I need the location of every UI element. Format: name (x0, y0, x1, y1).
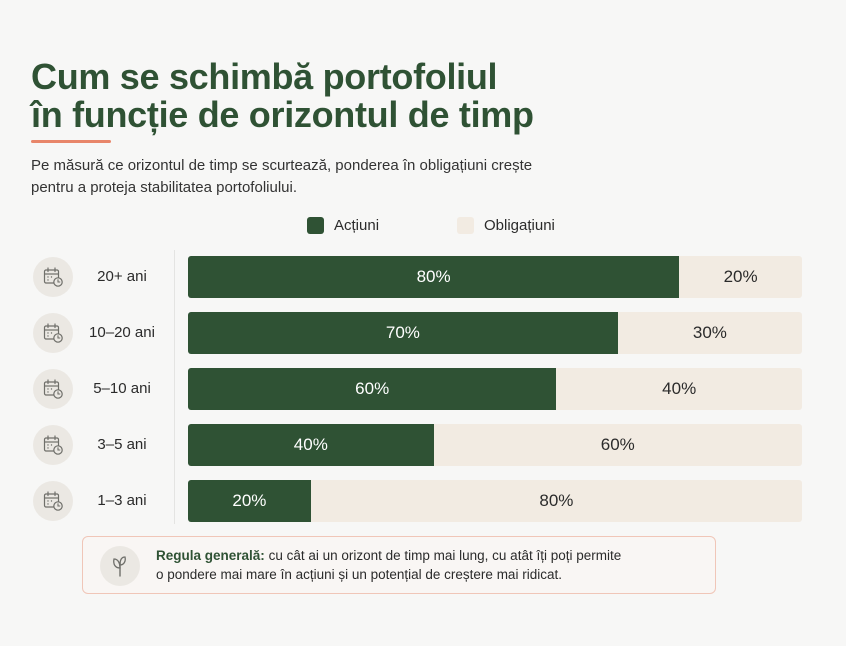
bar-track: 60% 40% (188, 368, 802, 410)
chart-row: 20+ ani 80% 20% (0, 256, 846, 298)
bar-segment-stocks: 40% (188, 424, 434, 466)
bar-segment-stocks: 80% (188, 256, 680, 298)
calendar-clock-icon (33, 257, 73, 297)
general-rule-line-2: o pondere mai mare în acțiuni și un pote… (156, 567, 562, 582)
chart-row: 5–10 ani 60% 40% (0, 368, 846, 410)
legend-swatch-bonds (457, 217, 474, 234)
general-rule-text: Regula generală: cu cât ai un orizont de… (156, 546, 706, 584)
data-label: 30% (692, 323, 727, 342)
category-axis-divider (174, 250, 175, 524)
chart-row: 10–20 ani 70% 30% (0, 312, 846, 354)
bar-track: 70% 30% (188, 312, 802, 354)
general-rule-line-1: cu cât ai un orizont de timp mai lung, c… (268, 548, 622, 563)
bar-segment-stocks: 70% (188, 312, 618, 354)
data-label: 60% (355, 379, 390, 398)
bar-segment-stocks: 20% (188, 480, 311, 522)
general-rule-note: Regula generală: cu cât ai un orizont de… (82, 536, 716, 594)
data-label: 80% (539, 491, 574, 510)
legend-swatch-stocks (307, 217, 324, 234)
bar-segment-bonds: 30% (617, 312, 802, 354)
bar-segment-bonds: 60% (433, 424, 802, 466)
legend-item-stocks: Acțiuni (307, 217, 379, 234)
bar-segment-bonds: 20% (679, 256, 802, 298)
bar-segment-stocks: 60% (188, 368, 557, 410)
legend-item-bonds: Obligațiuni (457, 217, 555, 234)
data-label: 40% (662, 379, 697, 398)
general-rule-title: Regula generală: (156, 548, 265, 563)
chart-legend: Acțiuni Obligațiuni (0, 217, 846, 239)
category-tick-label: 10–20 ani (89, 324, 155, 341)
page-title-line-1: Cum se schimbă portofoliul (31, 56, 498, 97)
page-subtitle-line-2: pentru a proteja stabilitatea portofoliu… (31, 179, 298, 196)
page-subtitle-line-1: Pe măsură ce orizontul de timp se scurte… (31, 157, 533, 174)
legend-label-stocks: Acțiuni (334, 217, 380, 234)
page-title: Cum se schimbă portofoliul în funcție de… (31, 58, 731, 134)
legend-label-bonds: Obligațiuni (484, 217, 555, 234)
chart-row: 3–5 ani 40% 60% (0, 424, 846, 466)
chart-row: 1–3 ani 20% 80% (0, 480, 846, 522)
category-tick-label: 5–10 ani (93, 380, 151, 397)
data-label: 40% (293, 435, 328, 454)
bar-segment-bonds: 80% (310, 480, 802, 522)
bar-track: 80% 20% (188, 256, 802, 298)
data-label: 20% (232, 491, 267, 510)
page-subtitle: Pe măsură ce orizontul de timp se scurte… (31, 155, 591, 199)
category-tick-label: 3–5 ani (97, 436, 147, 453)
bar-track: 40% 60% (188, 424, 802, 466)
calendar-clock-icon (33, 313, 73, 353)
data-label: 20% (723, 267, 758, 286)
category-tick-label: 1–3 ani (97, 492, 147, 509)
category-tick-label: 20+ ani (97, 268, 147, 285)
bar-segment-bonds: 40% (556, 368, 802, 410)
data-label: 80% (416, 267, 451, 286)
page-title-line-2: în funcție de orizontul de timp (31, 94, 534, 135)
plant-icon (100, 546, 140, 586)
title-accent-divider (31, 140, 111, 143)
calendar-clock-icon (33, 425, 73, 465)
calendar-clock-icon (33, 481, 73, 521)
calendar-clock-icon (33, 369, 73, 409)
data-label: 70% (385, 323, 420, 342)
bar-track: 20% 80% (188, 480, 802, 522)
data-label: 60% (600, 435, 635, 454)
